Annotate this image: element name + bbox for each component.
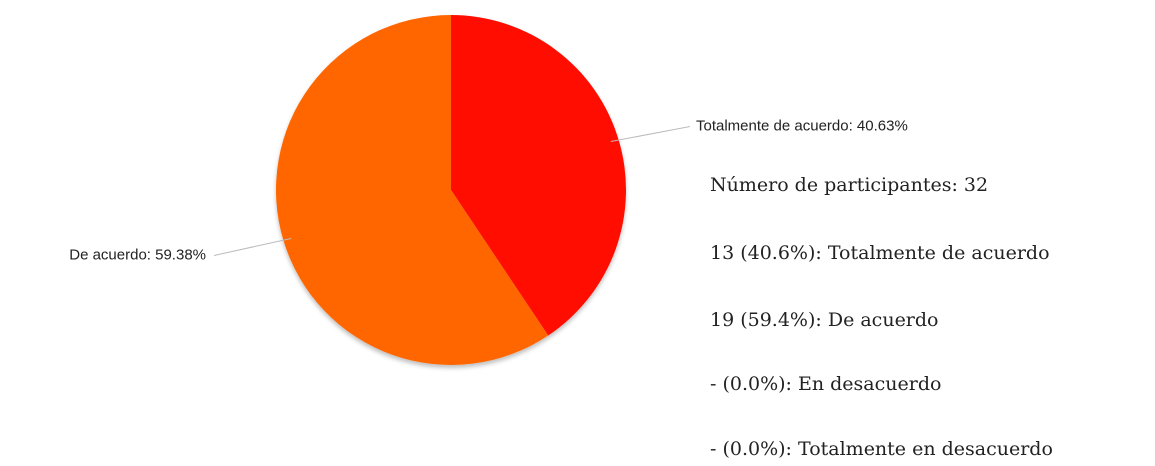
leader-line bbox=[610, 126, 691, 143]
summary-title: Número de participantes: 32 bbox=[710, 174, 988, 196]
pie-slice bbox=[451, 15, 626, 336]
slice-label: Totalmente de acuerdo: 40.63% bbox=[696, 117, 908, 134]
summary-line: 13 (40.6%): Totalmente de acuerdo bbox=[710, 242, 1050, 264]
summary-line: 19 (59.4%): De acuerdo bbox=[710, 309, 939, 331]
pie-slice bbox=[276, 15, 549, 365]
summary-line: - (0.0%): En desacuerdo bbox=[710, 373, 941, 395]
slice-label: De acuerdo: 59.38% bbox=[69, 246, 206, 263]
summary-line: - (0.0%): Totalmente en desacuerdo bbox=[710, 438, 1053, 460]
pie bbox=[276, 15, 626, 365]
leader-line bbox=[213, 237, 292, 256]
